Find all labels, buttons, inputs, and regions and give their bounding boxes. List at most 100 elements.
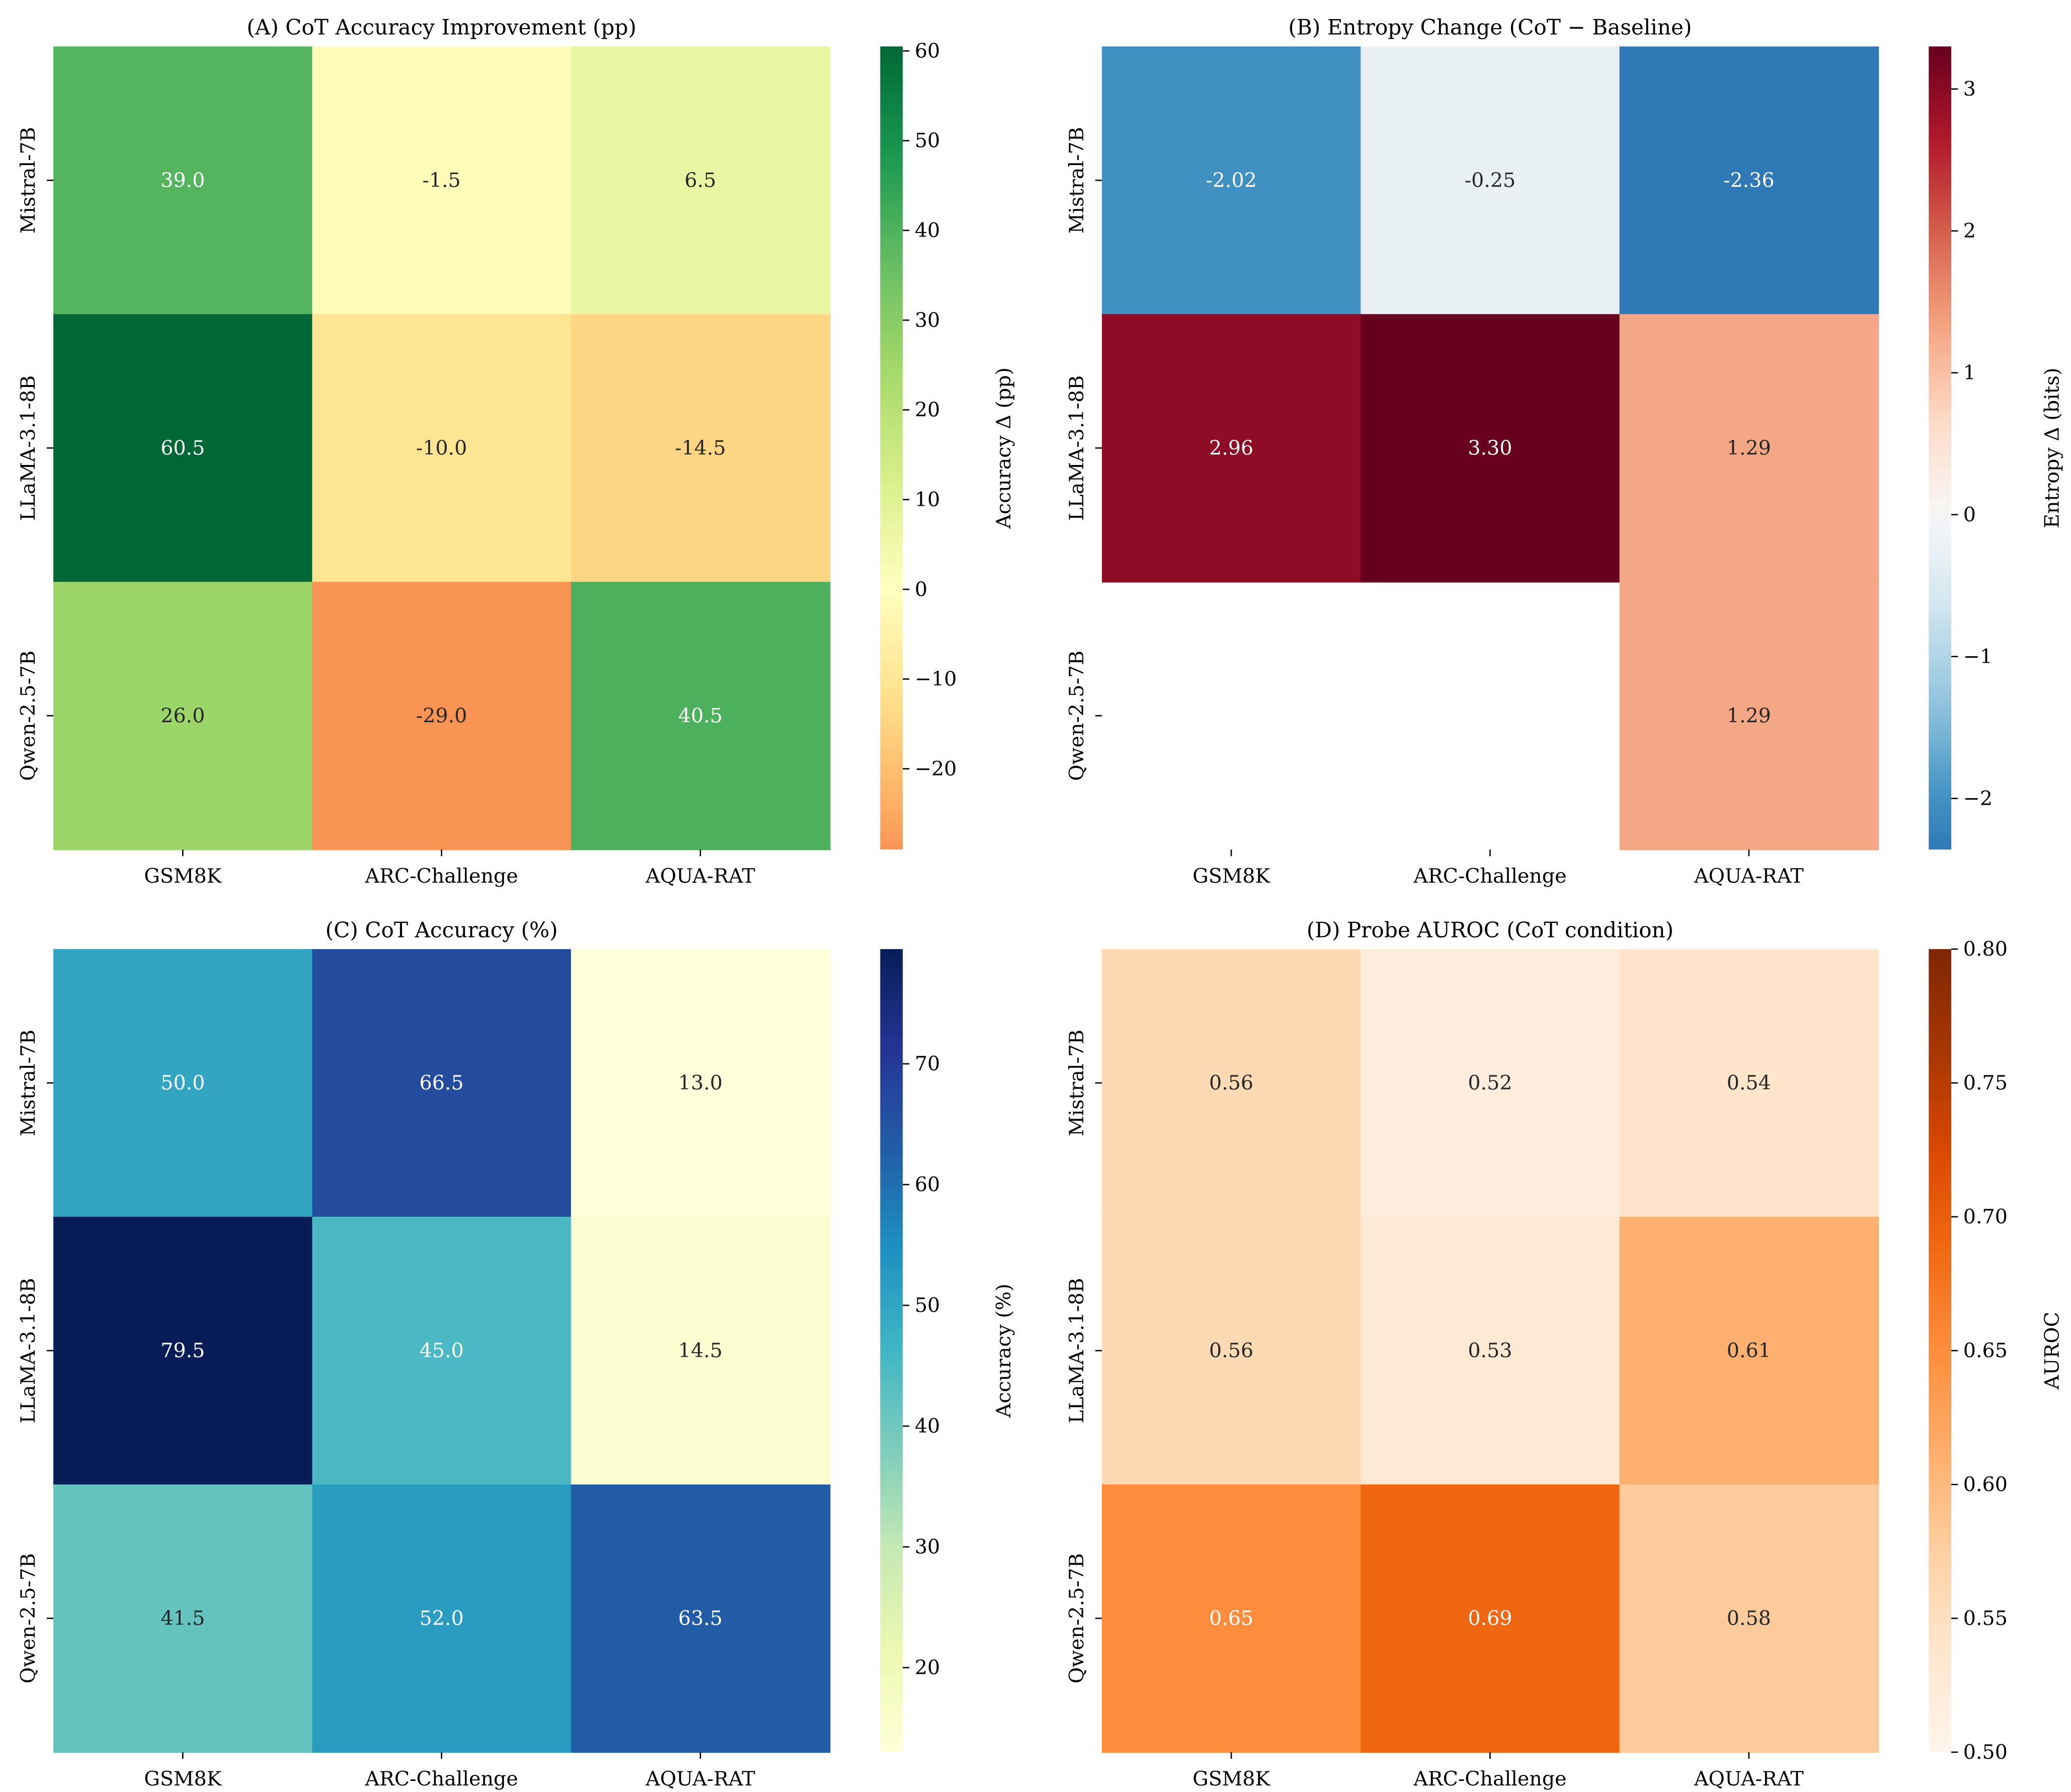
colorbar-tick-label: 0.65 (1963, 1339, 2008, 1362)
heatmap-cell (1101, 314, 1362, 583)
colorbar (880, 949, 903, 1752)
colorbar-tick-label: 60 (915, 1173, 940, 1196)
heatmap-cell (1361, 949, 1620, 1218)
cell-label: -2.36 (1723, 169, 1774, 192)
y-tick-label: Mistral-7B (1065, 127, 1088, 233)
heatmap-cell (53, 314, 313, 583)
cell-label: 52.0 (420, 1607, 464, 1630)
cell-label: 14.5 (678, 1339, 723, 1362)
x-tick-label: ARC-Challenge (1413, 865, 1566, 888)
cell-label: 0.54 (1727, 1071, 1771, 1095)
panel-title: (B) Entropy Change (CoT − Baseline) (1288, 15, 1692, 40)
y-tick-label: Qwen-2.5-7B (17, 1553, 40, 1683)
heatmap-cell (1361, 46, 1620, 315)
colorbar-tick-label: −1 (1963, 645, 1993, 668)
heatmap-cell (312, 949, 572, 1218)
colorbar-tick-label: 0.50 (1963, 1741, 2008, 1764)
colorbar-tick-label: 50 (915, 129, 940, 152)
heatmap-cell (1101, 1484, 1362, 1753)
x-tick-label: AQUA-RAT (645, 1767, 755, 1790)
cell-label: 0.69 (1468, 1607, 1512, 1630)
heatmap-cell (1361, 1484, 1620, 1753)
colorbar-tick-label: −20 (915, 757, 957, 781)
colorbar-tick-label: 10 (915, 488, 940, 511)
colorbar-label: Accuracy Δ (pp) (992, 367, 1015, 529)
cell-label: -14.5 (675, 436, 726, 459)
colorbar-label: Entropy Δ (bits) (2041, 368, 2064, 528)
cell-label: -0.25 (1465, 169, 1516, 192)
cell-label: 26.0 (161, 704, 205, 727)
y-tick-label: Mistral-7B (1065, 1030, 1088, 1136)
y-tick-label: LLaMA-3.1-8B (17, 1278, 40, 1423)
cell-label: 79.5 (161, 1339, 205, 1362)
panel-title: (D) Probe AUROC (CoT condition) (1307, 917, 1674, 942)
heatmap-cell (1361, 314, 1620, 583)
heatmap-cell (1619, 582, 1879, 850)
colorbar-tick-label: 30 (915, 1535, 940, 1559)
cell-label: 2.96 (1209, 436, 1253, 459)
y-tick-label: Qwen-2.5-7B (1065, 651, 1088, 781)
x-tick-label: GSM8K (1192, 865, 1270, 888)
colorbar-tick-label: 30 (915, 308, 940, 332)
heatmap-cell (1619, 1484, 1879, 1753)
heatmap-cell (1619, 46, 1879, 315)
heatmap-cell (1619, 314, 1879, 583)
colorbar-tick-label: 1 (1963, 361, 1976, 384)
panel-title: (A) CoT Accuracy Improvement (pp) (247, 15, 636, 40)
colorbar (1929, 949, 1952, 1752)
x-tick-label: ARC-Challenge (365, 1767, 518, 1790)
x-tick-label: GSM8K (144, 865, 222, 888)
heatmap-cell (53, 949, 313, 1218)
colorbar-tick-label: 0 (1963, 503, 1976, 526)
cell-label: 0.61 (1727, 1339, 1771, 1362)
x-tick-label: ARC-Challenge (365, 865, 518, 888)
colorbar-tick-label: 60 (915, 39, 940, 62)
panel-title: (C) CoT Accuracy (%) (326, 917, 558, 942)
colorbar-label: AUROC (2041, 1312, 2064, 1390)
colorbar (1929, 46, 1952, 850)
colorbar-tick-label: −2 (1963, 787, 1993, 810)
heatmap-cell (312, 1484, 572, 1753)
cell-label: -29.0 (416, 704, 467, 727)
x-tick-label: AQUA-RAT (1694, 865, 1804, 888)
cell-label: -2.02 (1206, 169, 1256, 192)
cell-label: 39.0 (161, 169, 205, 192)
heatmap-cell (1101, 46, 1362, 315)
cell-label: 60.5 (161, 436, 205, 459)
cell-label: 0.65 (1209, 1607, 1253, 1630)
cell-label: -10.0 (416, 436, 467, 459)
cell-label: 63.5 (678, 1607, 723, 1630)
heatmap-cell (53, 46, 313, 315)
colorbar-tick-label: 0 (915, 578, 927, 601)
cell-label: 40.5 (678, 704, 723, 727)
colorbar-tick-label: 3 (1963, 77, 1976, 101)
colorbar-tick-label: 2 (1963, 219, 1976, 243)
cell-label: 41.5 (161, 1607, 205, 1630)
heatmap-cell (571, 1484, 831, 1753)
cell-label: 0.56 (1209, 1339, 1253, 1362)
colorbar-tick-label: −10 (915, 668, 957, 691)
colorbar-tick-label: 0.70 (1963, 1205, 2008, 1228)
colorbar-tick-label: 20 (915, 399, 940, 422)
heatmap-cell (571, 46, 831, 315)
cell-label: 13.0 (678, 1071, 723, 1095)
cell-label: -1.5 (422, 169, 460, 192)
heatmap-cell (571, 1216, 831, 1486)
heatmap-cell (571, 582, 831, 850)
cell-label: 1.29 (1727, 704, 1771, 727)
colorbar-tick-label: 40 (915, 219, 940, 242)
cell-label: 66.5 (420, 1071, 464, 1095)
colorbar-tick-label: 0.80 (1963, 938, 2008, 961)
cell-label: 45.0 (420, 1339, 464, 1362)
cell-label: 0.56 (1209, 1071, 1253, 1095)
colorbar-tick-label: 70 (915, 1052, 940, 1075)
cell-label: 0.52 (1468, 1071, 1512, 1095)
heatmap-cell (1619, 949, 1879, 1218)
y-tick-label: Qwen-2.5-7B (1065, 1553, 1088, 1683)
x-tick-label: ARC-Challenge (1413, 1767, 1566, 1790)
colorbar-label: Accuracy (%) (992, 1284, 1015, 1418)
colorbar (880, 46, 903, 850)
cell-label: 3.30 (1468, 436, 1512, 459)
x-tick-label: GSM8K (1192, 1767, 1270, 1790)
